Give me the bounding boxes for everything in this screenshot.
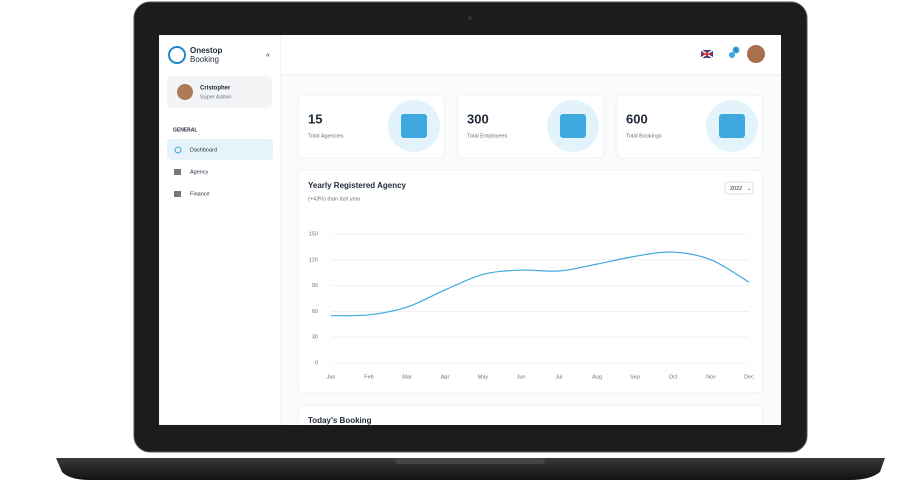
chart-subtitle: (+43%) than last year <box>308 196 361 202</box>
y-tick-label: 90 <box>312 283 318 289</box>
y-tick-label: 120 <box>309 257 318 263</box>
logo <box>168 46 186 64</box>
stat-icon <box>560 114 586 138</box>
x-tick-label: Aug <box>592 374 602 380</box>
y-tick-label: 150 <box>309 231 318 237</box>
line-series <box>330 251 750 317</box>
section-title: Today's Booking <box>308 416 372 425</box>
bell-icon[interactable] <box>729 52 735 58</box>
x-tick-label: May <box>478 374 489 380</box>
x-tick-label: Mar <box>402 374 412 380</box>
nav-icon <box>174 146 182 154</box>
chart-card <box>297 169 764 394</box>
nav-section: GENERAL <box>173 127 197 133</box>
x-tick-label: Jan <box>327 374 336 380</box>
x-tick-label: Sep <box>630 374 640 380</box>
nav-icon <box>174 169 181 175</box>
stat-icon <box>401 114 427 138</box>
x-tick-label: Oct <box>669 374 678 380</box>
header <box>281 35 781 75</box>
user-name: Cristopher <box>200 86 231 92</box>
stat-label: Total Bookings <box>626 133 662 139</box>
x-tick-label: Nov <box>706 374 716 380</box>
stat-label: Total Employees <box>467 133 508 139</box>
user-avatar <box>177 84 193 100</box>
badge-count: 0 <box>735 48 738 53</box>
nav-item[interactable]: Agency <box>190 169 209 175</box>
user-role: Super Admin <box>200 94 232 100</box>
header-avatar[interactable] <box>747 45 765 63</box>
flag-cross <box>701 50 713 58</box>
year-label[interactable]: 2022 <box>730 186 742 192</box>
x-tick-label: Jun <box>517 374 526 380</box>
stat-value: 600 <box>626 111 648 126</box>
nav-item[interactable]: Finance <box>190 191 210 197</box>
brand-line2: Booking <box>190 55 219 64</box>
collapse-button[interactable]: « <box>266 52 270 59</box>
stat-value: 300 <box>467 111 489 126</box>
nav-active[interactable] <box>167 139 273 160</box>
brand-line1: Onestop <box>190 46 223 55</box>
nav-item[interactable]: Dashboard <box>190 147 217 153</box>
nav-icon <box>174 191 181 197</box>
camera <box>468 16 472 20</box>
stat-icon <box>719 114 745 138</box>
x-tick-label: Jul <box>555 374 562 380</box>
y-tick-label: 30 <box>312 335 318 341</box>
x-tick-label: Apr <box>441 374 450 380</box>
stat-value: 15 <box>308 111 322 126</box>
y-tick-label: 0 <box>315 360 318 366</box>
booking-card <box>297 404 764 425</box>
laptop-base <box>56 458 885 480</box>
stat-label: Total Agencies <box>308 133 344 139</box>
y-tick-label: 60 <box>312 309 318 315</box>
base-notch <box>395 458 545 464</box>
dropdown-arrow: ⌄ <box>747 186 751 192</box>
x-tick-label: Feb <box>364 374 373 380</box>
badge <box>732 46 740 54</box>
x-tick-label: Dec <box>744 374 754 380</box>
user-card[interactable] <box>167 76 272 108</box>
chart-title: Yearly Registered Agency <box>308 181 407 190</box>
year-select[interactable] <box>724 181 754 195</box>
